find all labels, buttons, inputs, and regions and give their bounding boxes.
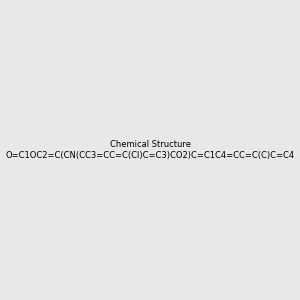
- Text: Chemical Structure
O=C1OC2=C(CN(CC3=CC=C(Cl)C=C3)CO2)C=C1C4=CC=C(C)C=C4: Chemical Structure O=C1OC2=C(CN(CC3=CC=C…: [5, 140, 295, 160]
